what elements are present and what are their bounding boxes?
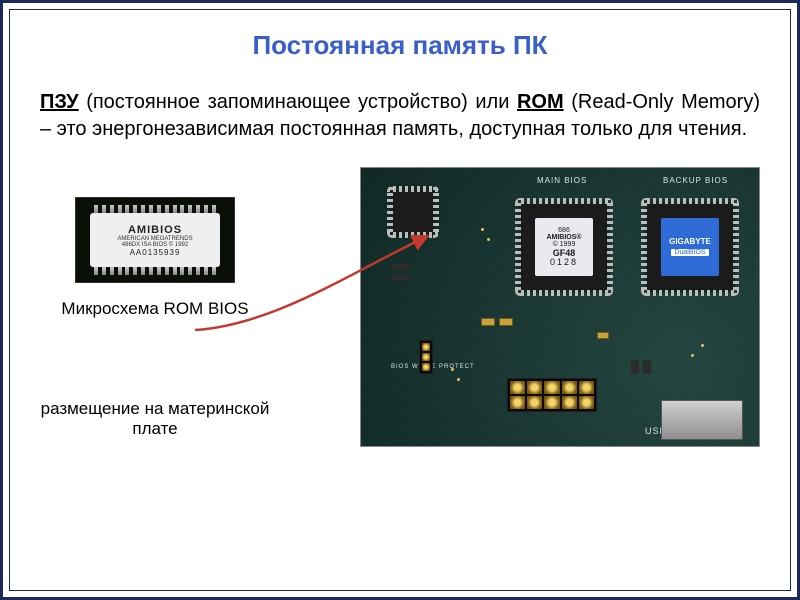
content-row: AMIBIOS AMERICAN MEGATRENDS 486DX ISA BI…: [40, 167, 760, 447]
dip-brand: AMIBIOS: [128, 224, 182, 236]
term-pzu: ПЗУ: [40, 91, 79, 113]
plcc-backup-sticker: GIGABYTE DualBIOS: [661, 218, 719, 276]
dip-pins-bottom: [94, 267, 216, 275]
pin-header-2x5: [507, 378, 597, 412]
jumper-header: [419, 340, 433, 374]
dip-package: AMIBIOS AMERICAN MEGATRENDS 486DX ISA BI…: [90, 213, 220, 267]
dip-pins-top: [94, 205, 216, 213]
left-column: AMIBIOS AMERICAN MEGATRENDS 486DX ISA BI…: [40, 167, 270, 439]
dip-serial: AA0135939: [130, 248, 181, 257]
motherboard-caption: размещение на материнской плате: [40, 399, 270, 439]
plcc2-sub: DualBIOS: [671, 249, 708, 256]
term-rom: ROM: [517, 91, 564, 113]
slide-body: Постоянная память ПК ПЗУ (постоянное зап…: [9, 9, 791, 591]
plcc-main-sticker: 686 AMIBIOS® © 1999 GF48 0128: [535, 218, 593, 276]
plcc1-l1: 686: [558, 227, 570, 234]
plcc-main-bios: 686 AMIBIOS® © 1999 GF48 0128: [521, 204, 607, 290]
chip-caption: Микросхема ROM BIOS: [40, 299, 270, 319]
motherboard-photo: MAIN BIOS BACKUP BIOS USB BIOS WRITE PRO…: [360, 167, 760, 447]
silk-backup-bios: BACKUP BIOS: [663, 176, 728, 185]
usb-port: [661, 400, 743, 440]
text-after-pzu: (постоянное запоминающее устройство) или: [79, 91, 517, 113]
outer-frame: Постоянная память ПК ПЗУ (постоянное зап…: [0, 0, 800, 600]
page-title: Постоянная память ПК: [40, 30, 760, 61]
ic-small: [391, 190, 435, 234]
definition-paragraph: ПЗУ (постоянное запоминающее устройство)…: [40, 89, 760, 143]
plcc-backup-bios: GIGABYTE DualBIOS: [647, 204, 733, 290]
rom-chip-photo: AMIBIOS AMERICAN MEGATRENDS 486DX ISA BI…: [75, 197, 235, 283]
silk-main-bios: MAIN BIOS: [537, 176, 587, 185]
plcc2-brand: GIGABYTE: [669, 238, 711, 246]
right-column: MAIN BIOS BACKUP BIOS USB BIOS WRITE PRO…: [294, 167, 760, 447]
plcc1-l5: 0128: [550, 258, 578, 267]
